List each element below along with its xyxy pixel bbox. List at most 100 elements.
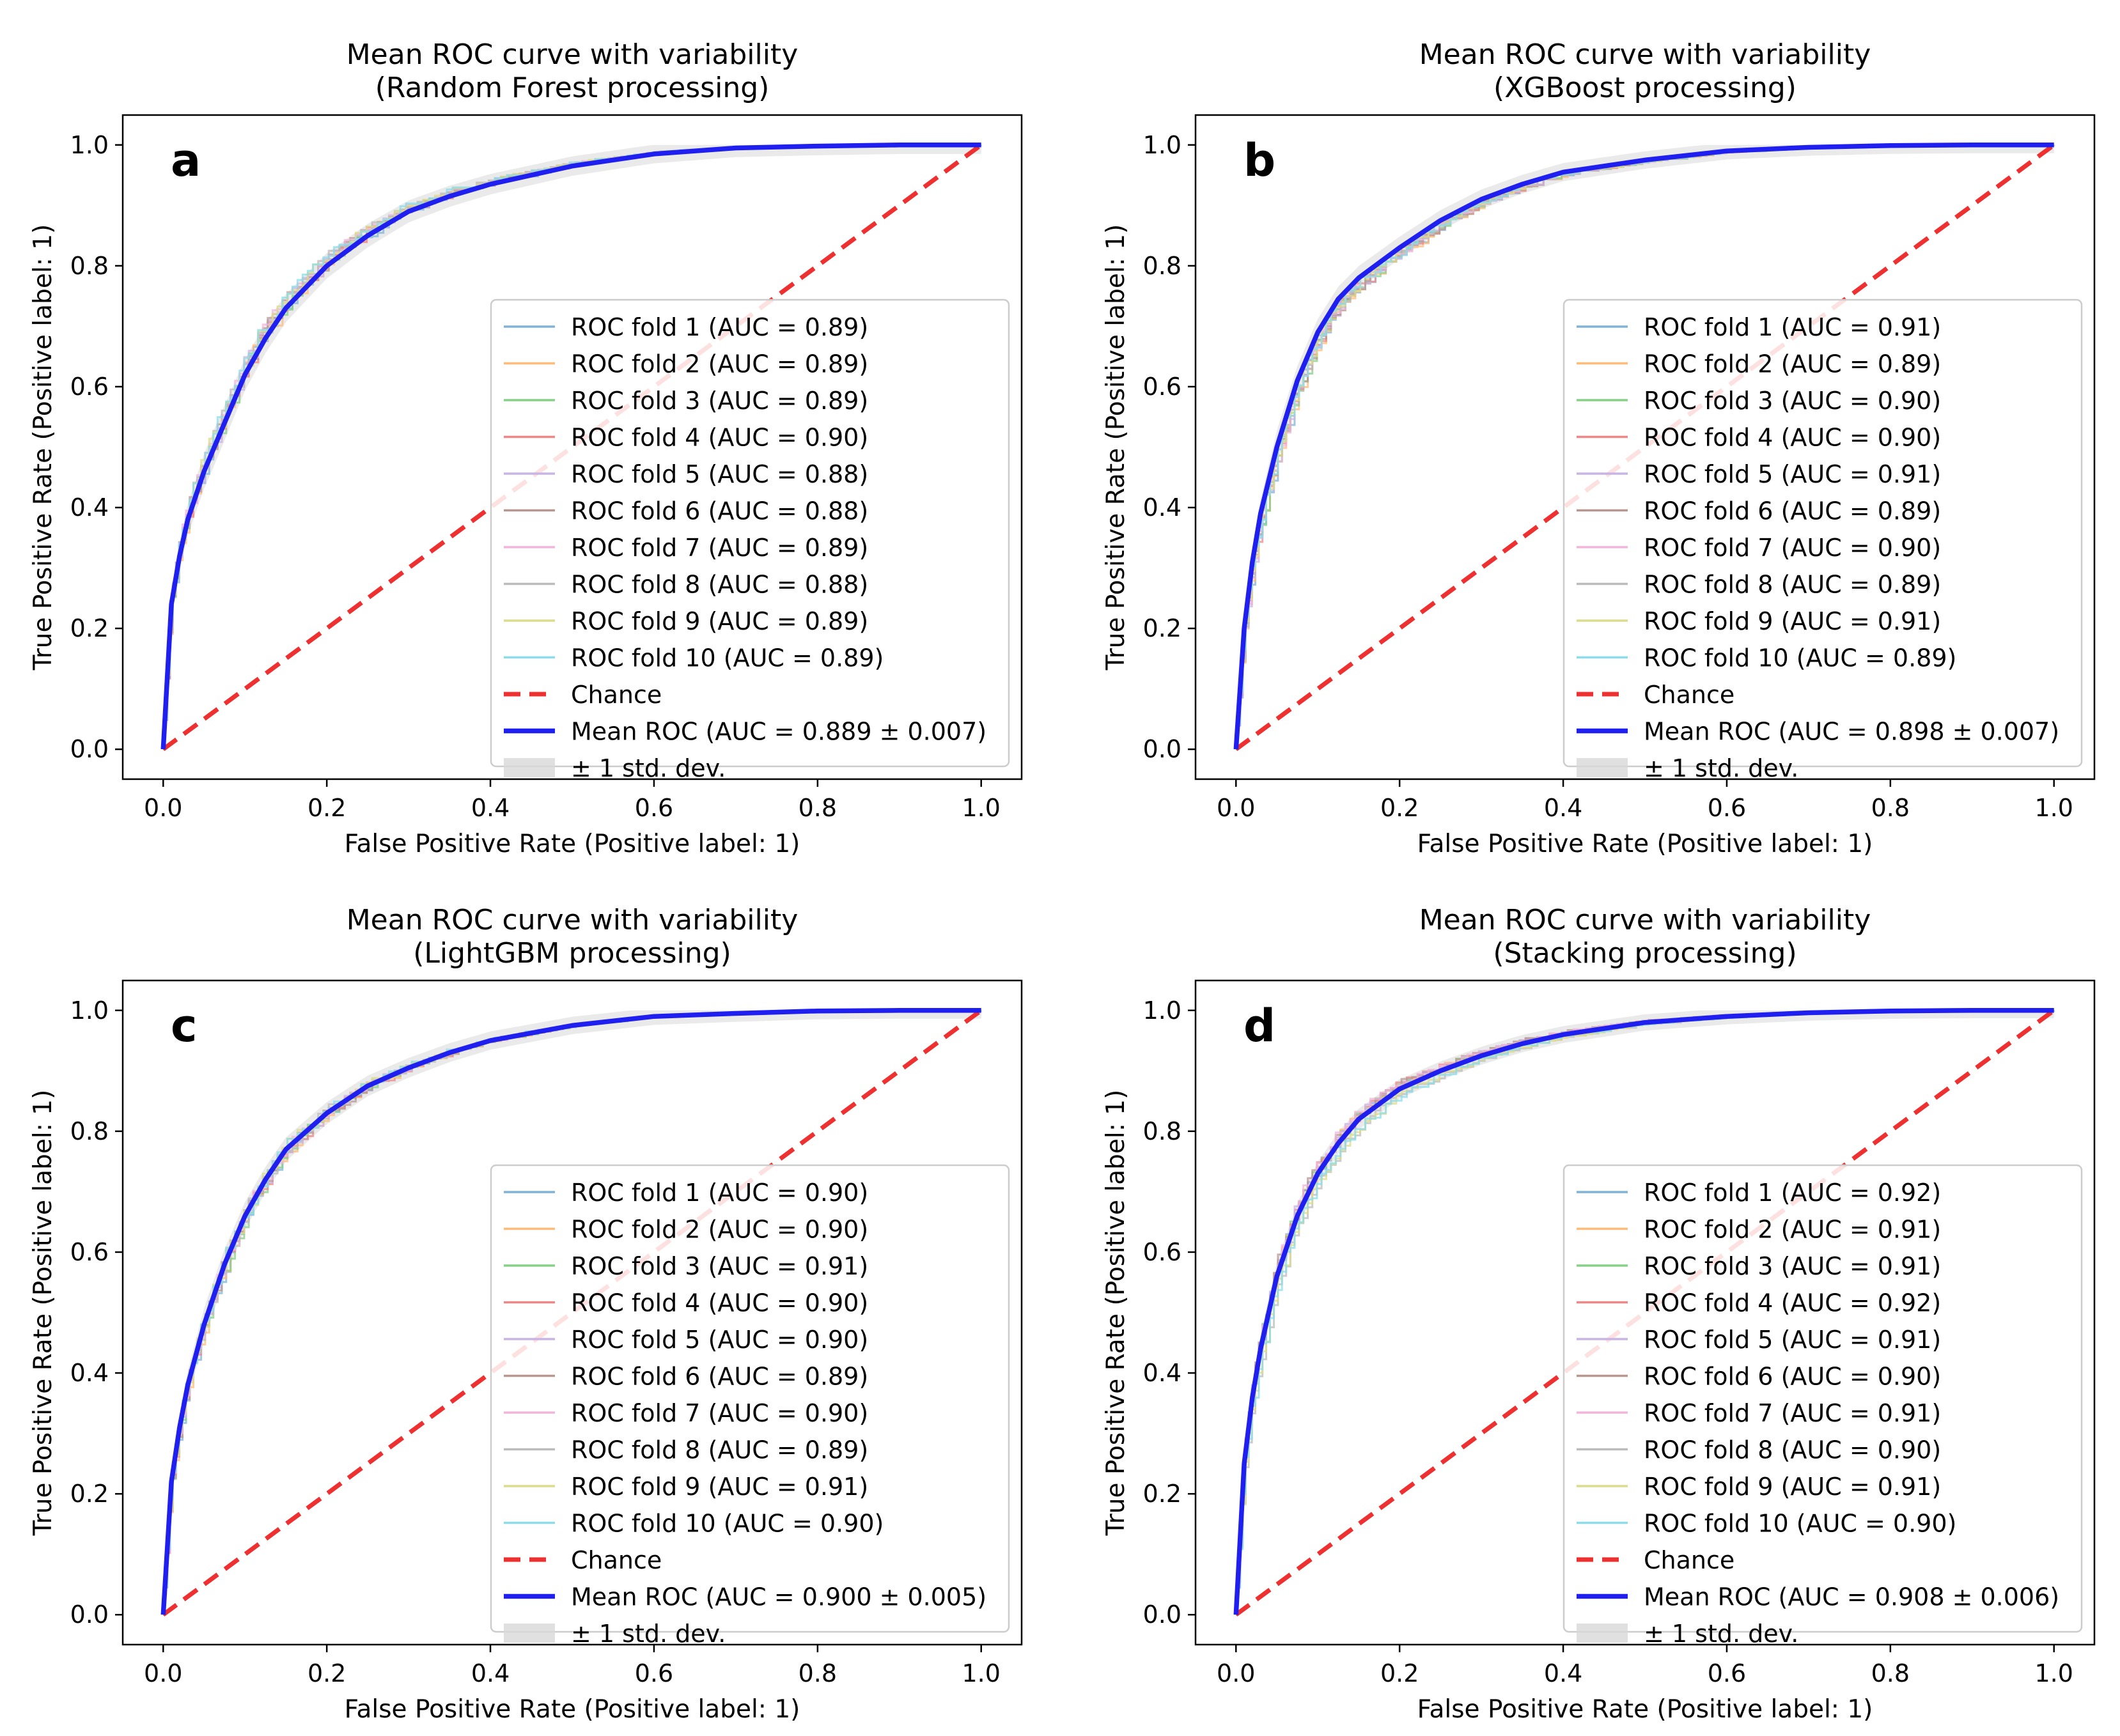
- y-tick-label: 1.0: [1143, 131, 1181, 159]
- legend-item-label: ROC fold 7 (AUC = 0.90): [571, 1399, 868, 1427]
- legend-item-label: ROC fold 10 (AUC = 0.89): [571, 644, 884, 672]
- y-tick-label: 1.0: [1143, 996, 1181, 1025]
- legend-item-label: ROC fold 4 (AUC = 0.90): [1644, 424, 1941, 452]
- y-tick-label: 0.0: [1143, 735, 1181, 763]
- legend-item-label: Mean ROC (AUC = 0.908 ± 0.006): [1644, 1583, 2059, 1611]
- chart-subtitle: (XGBoost processing): [1493, 72, 1797, 104]
- roc-panel-d: Mean ROC curve with variability(Stacking…: [1102, 904, 2096, 1724]
- legend-item-label: ROC fold 2 (AUC = 0.90): [571, 1216, 868, 1244]
- x-axis-label: False Positive Rate (Positive label: 1): [1417, 830, 1873, 858]
- legend-item-label: ROC fold 1 (AUC = 0.91): [1644, 313, 1941, 341]
- chance-line: [1235, 143, 2055, 752]
- legend-item-label: ROC fold 2 (AUC = 0.89): [1644, 350, 1941, 378]
- legend-item-label: ROC fold 5 (AUC = 0.90): [571, 1326, 868, 1354]
- legend-item-label: ± 1 std. dev.: [571, 1620, 726, 1648]
- y-tick-label: 0.2: [1143, 1480, 1181, 1508]
- x-tick-label: 0.0: [144, 1659, 182, 1687]
- legend-item-label: Chance: [571, 681, 662, 709]
- legend-item-label: ROC fold 2 (AUC = 0.89): [571, 350, 868, 378]
- legend-item-label: ROC fold 10 (AUC = 0.90): [1644, 1510, 1956, 1538]
- x-tick-label: 0.2: [308, 1659, 346, 1687]
- axes-frame: [121, 979, 1023, 1646]
- mean-roc-line: [1233, 1008, 2054, 1615]
- x-tick-label: 0.8: [799, 1659, 837, 1687]
- chance-line: [162, 1008, 983, 1617]
- chart-title: Mean ROC curve with variability: [347, 904, 799, 936]
- x-tick-label: 0.0: [1217, 1659, 1255, 1687]
- legend-std-handle: [504, 758, 555, 777]
- legend-item-label: ROC fold 1 (AUC = 0.89): [571, 313, 868, 341]
- legend-box: [490, 298, 1010, 768]
- y-tick-label: 0.2: [1143, 614, 1181, 642]
- legend-item-label: ROC fold 8 (AUC = 0.89): [571, 1436, 868, 1464]
- y-tick-label: 0.8: [70, 1117, 109, 1145]
- mean-roc-line: [160, 143, 981, 750]
- panel-letter: b: [1243, 134, 1275, 187]
- y-axis-label: True Positive Rate (Positive label: 1): [1102, 1090, 1130, 1537]
- legend-item-label: ± 1 std. dev.: [1644, 1620, 1798, 1648]
- legend-box: [1563, 298, 2083, 768]
- x-tick-label: 0.2: [1380, 1659, 1419, 1687]
- legend-box: [490, 1164, 1010, 1633]
- y-tick-label: 0.0: [70, 735, 109, 763]
- x-tick-label: 0.6: [635, 794, 673, 822]
- legend-item-label: ROC fold 9 (AUC = 0.91): [571, 1473, 868, 1501]
- legend-box: [1563, 1164, 2083, 1633]
- x-tick-label: 0.6: [1708, 794, 1746, 822]
- roc-panel-c: Mean ROC curve with variability(LightGBM…: [29, 904, 1023, 1724]
- legend-item-label: Chance: [1644, 1546, 1734, 1574]
- legend-std-handle: [504, 1624, 555, 1643]
- legend-item-label: ROC fold 9 (AUC = 0.89): [571, 607, 868, 635]
- legend-item-label: ROC fold 5 (AUC = 0.91): [1644, 460, 1941, 488]
- legend: ROC fold 1 (AUC = 0.92) ROC fold 2 (AUC =…: [1563, 1164, 2083, 1648]
- legend-item-label: Chance: [571, 1546, 662, 1574]
- y-tick-label: 0.6: [70, 1238, 109, 1266]
- y-tick-label: 0.6: [70, 373, 109, 401]
- x-tick-label: 0.0: [144, 794, 182, 822]
- y-tick-label: 1.0: [70, 131, 109, 159]
- y-tick-label: 1.0: [70, 996, 109, 1025]
- chart-subtitle: (Stacking processing): [1493, 937, 1797, 970]
- axes-frame: [1194, 979, 2096, 1646]
- legend-std-handle: [1577, 1624, 1628, 1643]
- chance-line: [162, 143, 983, 752]
- legend-item-label: ROC fold 1 (AUC = 0.90): [571, 1179, 868, 1207]
- y-tick-label: 0.8: [1143, 1117, 1181, 1145]
- legend-item-label: ROC fold 10 (AUC = 0.89): [1644, 644, 1956, 672]
- panel-letter: d: [1243, 1000, 1275, 1052]
- legend-item-label: ROC fold 8 (AUC = 0.88): [571, 571, 868, 599]
- legend-item-label: ROC fold 2 (AUC = 0.91): [1644, 1216, 1941, 1244]
- legend-item-label: ROC fold 6 (AUC = 0.89): [571, 1363, 868, 1391]
- x-axis-label: False Positive Rate (Positive label: 1): [1417, 1695, 1873, 1724]
- y-tick-label: 0.2: [70, 614, 109, 642]
- legend-item-label: ROC fold 5 (AUC = 0.88): [571, 460, 868, 488]
- chance-line: [1235, 1008, 2055, 1617]
- y-tick-label: 0.4: [70, 493, 109, 522]
- x-tick-label: 0.6: [635, 1659, 673, 1687]
- chart-title: Mean ROC curve with variability: [1419, 38, 1871, 71]
- legend-item-label: ROC fold 9 (AUC = 0.91): [1644, 607, 1941, 635]
- y-tick-label: 0.8: [70, 252, 109, 280]
- x-tick-label: 1.0: [2035, 1659, 2073, 1687]
- axes-frame: [1194, 114, 2096, 780]
- mean-roc-line: [160, 1008, 981, 1615]
- x-tick-label: 0.0: [1217, 794, 1255, 822]
- y-tick-label: 0.4: [1143, 493, 1181, 522]
- legend-item-label: ROC fold 5 (AUC = 0.91): [1644, 1326, 1941, 1354]
- x-tick-label: 0.4: [1544, 1659, 1582, 1687]
- legend: ROC fold 1 (AUC = 0.91) ROC fold 2 (AUC =…: [1563, 298, 2083, 782]
- legend-item-label: ± 1 std. dev.: [571, 754, 726, 782]
- legend-item-label: ROC fold 10 (AUC = 0.90): [571, 1510, 884, 1538]
- x-tick-label: 1.0: [2035, 794, 2073, 822]
- panel-letter: a: [171, 134, 201, 187]
- x-tick-label: 0.4: [471, 794, 510, 822]
- legend-item-label: ROC fold 6 (AUC = 0.88): [571, 497, 868, 525]
- y-tick-label: 0.8: [1143, 252, 1181, 280]
- x-tick-label: 0.2: [308, 794, 346, 822]
- y-tick-label: 0.0: [70, 1600, 109, 1629]
- legend-item-label: Mean ROC (AUC = 0.900 ± 0.005): [571, 1583, 986, 1611]
- y-tick-label: 0.4: [1143, 1359, 1181, 1387]
- plot-area: [160, 143, 983, 752]
- x-tick-label: 0.8: [1871, 1659, 1910, 1687]
